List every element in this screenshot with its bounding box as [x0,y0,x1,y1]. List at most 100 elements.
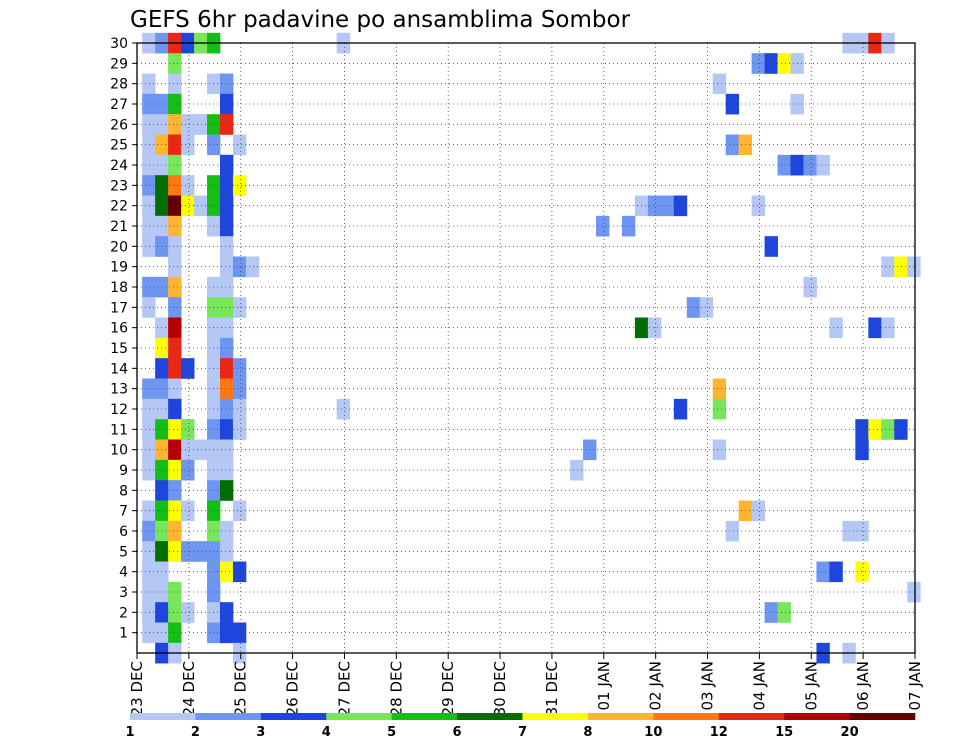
heatmap-cell [245,256,260,278]
heatmap-cell [868,317,882,339]
heatmap-cell [219,358,234,379]
heatmap-cell [855,561,869,583]
x-tick-label: 27 DEC [335,661,353,716]
heatmap-cell [142,459,156,481]
heatmap-cell [142,236,156,257]
heatmap-cell [168,581,182,603]
colorbar-segment [653,713,720,720]
heatmap-cell [829,317,843,339]
heatmap-cell [168,622,182,644]
heatmap-cell [219,73,234,95]
heatmap-cell [219,561,234,583]
y-tick-label: 26 [110,117,128,133]
heatmap-cell [894,256,908,278]
heatmap-cell [881,317,895,339]
heatmap-cell [232,622,247,644]
colorbar-segment [130,713,196,720]
y-tick-label: 24 [110,158,128,174]
colorbar-segment [587,713,654,720]
heatmap-cell [219,215,234,237]
colorbar-segment [457,713,523,720]
heatmap-cell [168,93,182,115]
heatmap-cell [570,459,584,481]
heatmap-cell [725,134,740,156]
heatmap-cell [168,520,182,542]
heatmap-cell [181,459,195,481]
heatmap-cell [219,195,234,217]
heatmap-cell [168,53,182,74]
colorbar-label: 6 [453,725,462,740]
heatmap-cell [219,93,234,115]
y-tick-label: 23 [110,178,128,194]
colorbar-segment [326,713,392,720]
x-tick-label: 29 DEC [439,661,457,716]
heatmap-cell [673,398,688,420]
heatmap-cell [803,154,817,176]
heatmap-cell [868,419,882,440]
heatmap-cell [855,439,869,461]
heatmap-cell [168,480,182,501]
heatmap-cell [142,154,156,176]
heatmap-cell [142,134,156,156]
heatmap-cell [219,622,234,644]
heatmap-cell [142,541,156,562]
heatmap-cell [219,378,234,400]
heatmap-cell [181,358,195,379]
x-tick-label: 02 JAN [647,661,665,711]
heatmap-cell [168,175,182,196]
y-tick-label: 25 [110,138,128,154]
x-tick-label: 23 DEC [128,661,146,716]
heatmap-cell [181,195,195,217]
heatmap-cell [232,378,247,400]
heatmap-cell [168,439,182,461]
x-tick-label: 28 DEC [387,661,405,716]
colorbar-segment [391,713,458,720]
heatmap-cell [219,541,234,562]
y-tick-label: 15 [110,341,128,357]
heatmap-cell [232,500,247,522]
heatmap-cell [777,53,791,74]
y-tick-label: 28 [110,77,128,93]
heatmap-cell [142,276,156,298]
y-tick-label: 16 [110,321,128,337]
y-tick-label: 13 [110,382,128,398]
y-tick-label: 9 [119,463,128,479]
heatmap-cell [168,297,182,318]
x-tick-label: 31 DEC [543,661,561,716]
heatmap-cell [621,215,636,237]
heatmap-cell [764,602,778,623]
y-tick-label: 8 [119,483,128,499]
y-tick-label: 19 [110,260,128,276]
heatmap-cell [181,500,195,522]
heatmap-cell [699,297,714,318]
heatmap-cell [712,439,727,461]
heatmap-cell [219,419,234,440]
colorbar-label: 8 [583,725,592,740]
y-tick-label: 12 [110,402,128,418]
y-tick-label: 27 [110,97,128,113]
heatmap-cell [881,419,895,440]
heatmap-cell [232,358,247,379]
x-tick-label: 24 DEC [180,661,198,716]
heatmap-cell [142,520,156,542]
heatmap-cell [660,195,675,217]
heatmap-cell [168,398,182,420]
y-tick-label: 18 [110,280,128,296]
heatmap-cell [725,93,740,115]
heatmap-cell [764,236,778,257]
y-tick-label: 10 [110,443,128,459]
colorbar-segment [784,713,850,720]
heatmap-cell [881,256,895,278]
chart-grid [137,43,915,653]
heatmap-cell [219,459,234,481]
heatmap-cell [219,175,234,196]
heatmap-cell [168,602,182,623]
heatmap-cell [219,154,234,176]
heatmap-cell [142,398,156,420]
heatmap-cell [142,561,156,583]
heatmap-cell [232,175,247,196]
heatmap-cell [751,53,765,74]
heatmap-cell [181,175,195,196]
colorbar-label: 1 [125,725,134,740]
